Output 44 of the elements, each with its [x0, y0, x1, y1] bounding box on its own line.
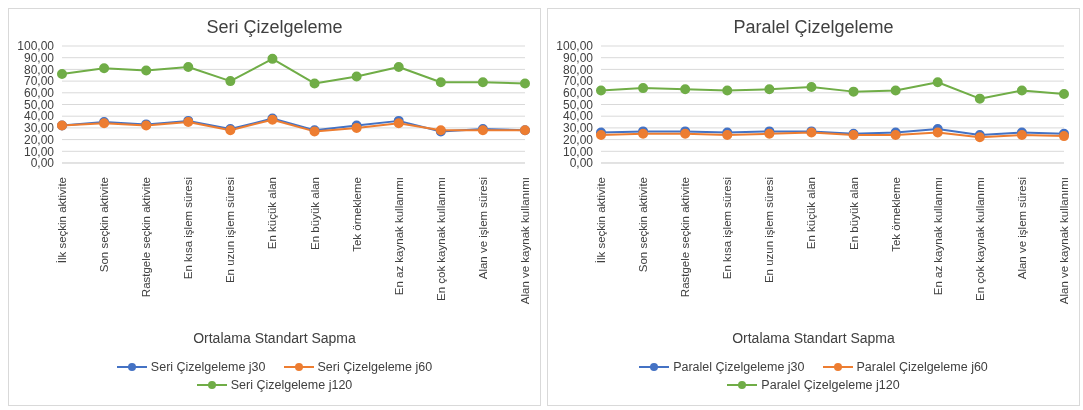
chart-title: Paralel Çizelgeleme: [733, 17, 894, 38]
x-tick-label: En çok kaynak kullanımı: [434, 177, 447, 302]
x-axis-title: Ortalama Standart Sapma: [193, 330, 356, 346]
x-tick-label: Tek örnekleme: [889, 177, 902, 252]
x-tick-label: En küçük alan: [804, 177, 817, 250]
x-tick-label: Tek örnekleme: [350, 177, 363, 252]
x-tick-label: Rastgele seçkin aktivite: [139, 177, 152, 298]
x-tick-label: En küçük alan: [265, 177, 278, 250]
x-tick-label: En az kaynak kullanımı: [392, 177, 405, 296]
legend-label: Paralel Çizelgeleme j60: [856, 360, 988, 374]
y-tick-label: 10,00: [562, 144, 593, 159]
x-axis-title: Ortalama Standart Sapma: [732, 330, 895, 346]
legend-label: Paralel Çizelgeleme j120: [761, 378, 900, 392]
y-tick-label: 10,00: [23, 144, 54, 159]
x-tick-label: Alan ve kaynak kullanımı: [1057, 177, 1070, 305]
x-tick-label: En büyük alan: [847, 177, 860, 250]
y-tick-label: 80,00: [23, 62, 54, 77]
x-tick-label: En uzun işlem süresi: [223, 177, 236, 284]
y-tick-label: 0,00: [569, 156, 593, 171]
x-tick-label: Son seçkin aktivite: [636, 177, 649, 273]
x-tick-label: İlk seçkin aktivite: [55, 177, 68, 264]
x-tick-label: En uzun işlem süresi: [762, 177, 775, 284]
x-tick-label: Rastgele seçkin aktivite: [678, 177, 691, 298]
y-tick-label: 80,00: [562, 62, 593, 77]
x-tick-label: Alan ve işlem süresi: [476, 177, 489, 280]
chart-title: Seri Çizelgeleme: [206, 17, 343, 38]
legend-label: Paralel Çizelgeleme j30: [673, 360, 805, 374]
x-tick-label: İlk seçkin aktivite: [594, 177, 607, 264]
x-tick-label: Alan ve işlem süresi: [1015, 177, 1028, 280]
x-tick-label: Alan ve kaynak kullanımı: [518, 177, 531, 305]
legend-label: Seri Çizelgeleme j120: [230, 378, 353, 392]
x-tick-label: En kısa işlem süresi: [181, 177, 194, 280]
y-tick-label: 0,00: [30, 156, 54, 171]
x-tick-label: Son seçkin aktivite: [97, 177, 110, 273]
y-tick-label: 70,00: [562, 74, 593, 89]
x-tick-label: En az kaynak kullanımı: [931, 177, 944, 296]
legend-label: Seri Çizelgeleme j30: [150, 360, 266, 374]
x-tick-label: En çok kaynak kullanımı: [973, 177, 986, 302]
y-tick-label: 40,00: [562, 109, 593, 124]
y-tick-label: 70,00: [23, 74, 54, 89]
legend-label: Seri Çizelgeleme j60: [317, 360, 433, 374]
x-tick-label: En büyük alan: [308, 177, 321, 250]
x-tick-label: En kısa işlem süresi: [720, 177, 733, 280]
y-tick-label: 40,00: [23, 109, 54, 124]
